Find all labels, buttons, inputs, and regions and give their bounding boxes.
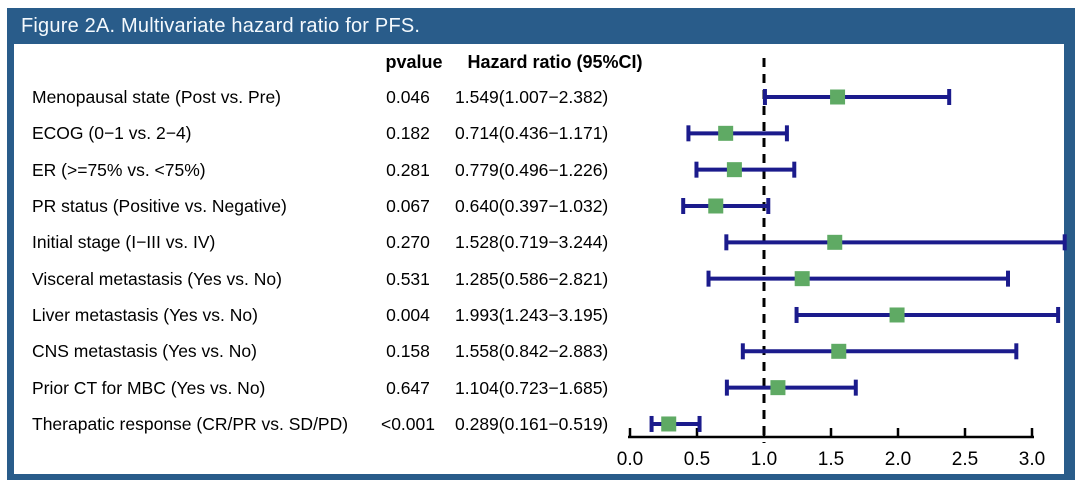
table-row: Prior CT for MBC (Yes vs. No) 0.647 1.10… <box>14 376 1064 400</box>
row-pvalue: 0.067 <box>386 196 430 216</box>
column-header-pvalue: pvalue <box>385 52 443 72</box>
row-pvalue: 0.281 <box>386 160 430 180</box>
hr-marker <box>726 162 742 178</box>
table-row: ECOG (0−1 vs. 2−4) 0.182 0.714(0.436−1.1… <box>14 121 1064 145</box>
table-row: PR status (Positive vs. Negative) 0.067 … <box>14 194 1064 218</box>
row-pvalue: 0.531 <box>386 269 430 289</box>
row-pvalue: 0.270 <box>386 232 430 252</box>
forest-plot-canvas: 0.0 0.5 1.0 1.5 2.0 2.5 3.0 <box>617 58 1067 470</box>
table-row: ER (>=75% vs. <75%) 0.281 0.779(0.496−1.… <box>14 158 1064 182</box>
hr-marker <box>889 307 905 323</box>
row-label: CNS metastasis (Yes vs. No) <box>32 341 257 361</box>
row-hr-ci: 0.779(0.496−1.226) <box>455 160 609 180</box>
row-pvalue: 0.046 <box>386 87 430 107</box>
row-hr-ci: 1.549(1.007−2.382) <box>455 87 609 107</box>
forest-plot-panel: pvalue Hazard ratio (95%CI) Menopausal s… <box>14 44 1067 474</box>
hr-marker <box>708 198 724 214</box>
row-hr-ci: 0.289(0.161−0.519) <box>455 414 609 434</box>
row-label: Prior CT for MBC (Yes vs. No) <box>32 378 266 398</box>
x-axis-tick-label: 2.0 <box>885 449 911 470</box>
x-axis-tick-label: 0.5 <box>684 449 710 470</box>
hr-marker <box>831 343 847 359</box>
row-pvalue: 0.004 <box>386 305 430 325</box>
x-axis-tick-label: 1.0 <box>751 449 777 470</box>
hr-marker <box>827 234 843 250</box>
x-axis-tick-label: 3.0 <box>1019 449 1045 470</box>
row-label: Therapatic response (CR/PR vs. SD/PD) <box>32 414 349 434</box>
row-hr-ci: 0.714(0.436−1.171) <box>455 123 609 143</box>
x-axis-tick-label: 1.5 <box>818 449 844 470</box>
row-hr-ci: 1.558(0.842−2.883) <box>455 341 609 361</box>
row-hr-ci: 1.993(1.243−3.195) <box>455 305 609 325</box>
table-row: CNS metastasis (Yes vs. No) 0.158 1.558(… <box>14 339 1064 363</box>
row-label: Menopausal state (Post vs. Pre) <box>32 87 281 107</box>
table-row: Liver metastasis (Yes vs. No) 0.004 1.99… <box>14 303 1064 327</box>
row-hr-ci: 1.104(0.723−1.685) <box>455 378 609 398</box>
row-hr-ci: 1.528(0.719−3.244) <box>455 232 609 252</box>
row-pvalue: 0.158 <box>386 341 430 361</box>
column-header-hazard-ratio: Hazard ratio (95%CI) <box>467 52 643 72</box>
row-label: Visceral metastasis (Yes vs. No) <box>32 269 282 289</box>
row-pvalue: <0.001 <box>380 414 435 434</box>
row-label: Initial stage (I−III vs. IV) <box>32 232 216 252</box>
x-axis-tick-label: 0.0 <box>617 449 643 470</box>
table-row: Therapatic response (CR/PR vs. SD/PD) <0… <box>14 412 1064 436</box>
row-label: ER (>=75% vs. <75%) <box>32 160 206 180</box>
hr-marker <box>661 416 677 432</box>
table-row: Visceral metastasis (Yes vs. No) 0.531 1… <box>14 267 1064 291</box>
hr-marker <box>794 271 810 287</box>
row-label: Liver metastasis (Yes vs. No) <box>32 305 258 325</box>
figure-title: Figure 2A. Multivariate hazard ratio for… <box>21 14 421 37</box>
hr-marker <box>770 380 786 396</box>
figure-frame: Figure 2A. Multivariate hazard ratio for… <box>7 8 1075 480</box>
table-row: Menopausal state (Post vs. Pre) 0.046 1.… <box>14 85 1064 109</box>
x-axis-tick-label: 2.5 <box>952 449 978 470</box>
hr-marker <box>718 125 734 141</box>
row-label: PR status (Positive vs. Negative) <box>32 196 287 216</box>
table-row: Initial stage (I−III vs. IV) 0.270 1.528… <box>14 230 1064 254</box>
figure-title-bar: Figure 2A. Multivariate hazard ratio for… <box>7 8 1075 44</box>
row-hr-ci: 0.640(0.397−1.032) <box>455 196 609 216</box>
row-pvalue: 0.647 <box>386 378 430 398</box>
row-label: ECOG (0−1 vs. 2−4) <box>32 123 192 143</box>
row-pvalue: 0.182 <box>386 123 430 143</box>
hr-marker <box>830 89 846 105</box>
row-hr-ci: 1.285(0.586−2.821) <box>455 269 609 289</box>
